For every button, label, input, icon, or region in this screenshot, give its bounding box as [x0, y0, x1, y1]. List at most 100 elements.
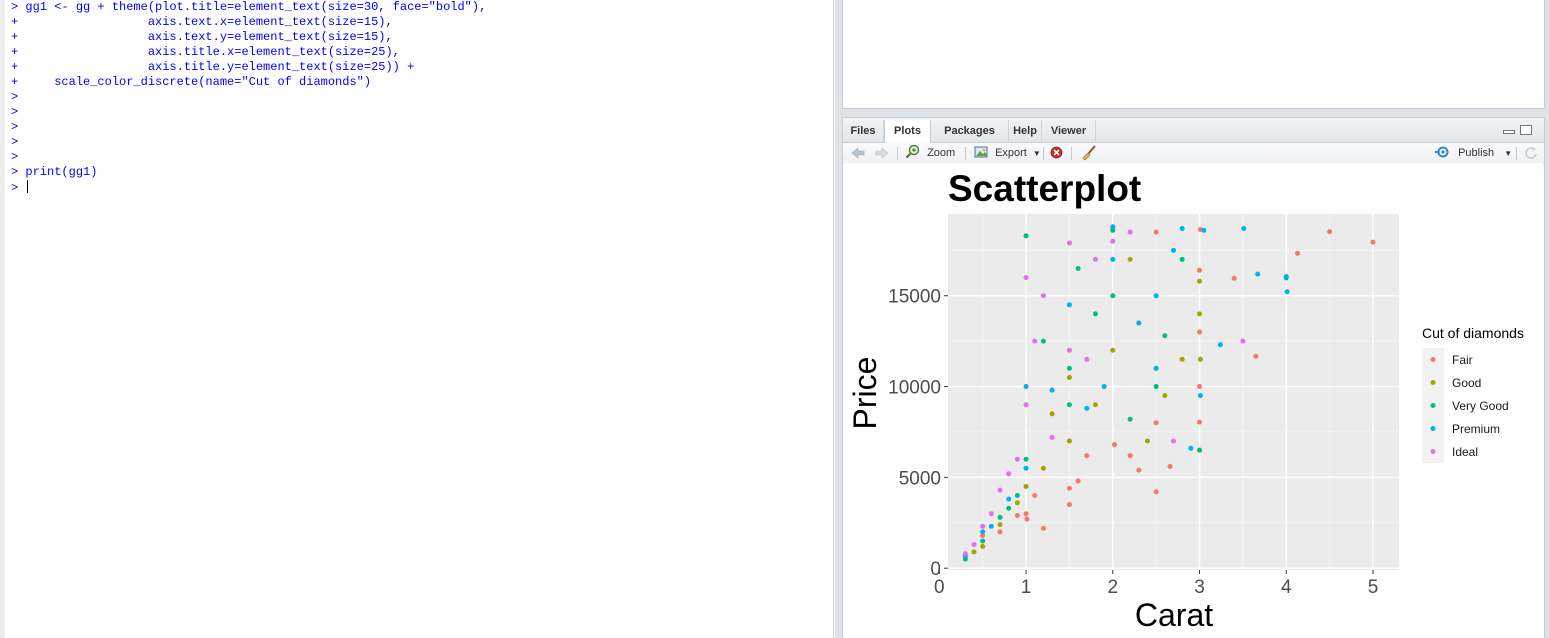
data-point	[1197, 329, 1203, 335]
data-point	[1197, 356, 1203, 362]
data-point	[1023, 275, 1029, 281]
data-point	[980, 529, 986, 535]
data-point	[1284, 289, 1290, 295]
legend: Cut of diamonds Fair Good Very Good Premium…	[1422, 325, 1524, 463]
tab-plots[interactable]: Plots	[884, 120, 931, 143]
data-points	[962, 224, 1376, 562]
data-point	[1136, 320, 1142, 326]
tab-help[interactable]: Help	[1009, 120, 1042, 142]
remove-plot-icon[interactable]	[1050, 146, 1063, 159]
y-tick-label: 5000	[899, 468, 941, 489]
data-point	[1197, 278, 1203, 284]
forward-arrow-icon[interactable]	[875, 147, 889, 159]
data-point	[1066, 365, 1072, 371]
x-tick-label: 3	[1194, 577, 1205, 598]
data-point	[1023, 511, 1029, 517]
y-tick-label: 15000	[888, 287, 941, 308]
data-point	[1014, 500, 1020, 506]
zoom-button[interactable]: Zoom	[905, 143, 955, 163]
maximize-pane-icon[interactable]	[1520, 125, 1532, 135]
data-point	[1110, 227, 1116, 233]
publish-button[interactable]: Publish ▼	[1435, 143, 1512, 163]
data-point	[962, 551, 968, 557]
export-button[interactable]: Export ▼	[974, 143, 1041, 163]
console-line: + axis.text.x=element_text(size=15),	[11, 15, 486, 30]
data-point	[980, 523, 986, 529]
environment-pane[interactable]	[842, 0, 1545, 109]
console-prompt: >	[11, 135, 26, 149]
data-point	[1197, 311, 1203, 317]
data-point	[1110, 256, 1116, 262]
data-point	[1153, 489, 1159, 495]
data-point	[1127, 229, 1133, 235]
data-point	[1153, 365, 1159, 371]
data-point	[988, 523, 994, 529]
data-point	[980, 543, 986, 549]
data-point	[1197, 393, 1203, 399]
x-tick-label: 2	[1107, 577, 1118, 598]
console-line: + axis.title.x=element_text(size=25),	[11, 45, 486, 60]
data-point	[1084, 453, 1090, 459]
data-point	[1075, 265, 1081, 271]
console-output[interactable]: > gg1 <- gg + theme(plot.title=element_t…	[11, 0, 486, 195]
data-point	[1066, 402, 1072, 408]
console-code: axis.title.x=element_text(size=25),	[25, 45, 400, 59]
data-point	[1084, 356, 1090, 362]
data-point	[1241, 226, 1247, 232]
data-point	[1066, 240, 1072, 246]
chevron-down-icon: ▼	[1032, 149, 1041, 158]
data-point	[1231, 275, 1237, 281]
toolbar-separator	[965, 147, 966, 160]
data-point	[1006, 505, 1012, 511]
data-point	[971, 542, 977, 548]
export-image-icon	[974, 146, 988, 158]
tab-packages[interactable]: Packages	[931, 120, 1009, 142]
data-point	[1162, 393, 1168, 399]
console-line: >	[11, 150, 486, 165]
data-point	[1188, 445, 1194, 451]
broom-clear-icon[interactable]	[1081, 145, 1097, 161]
console-line: > print(gg1)	[11, 165, 486, 180]
back-arrow-icon[interactable]	[851, 147, 865, 159]
data-point	[1153, 420, 1159, 426]
console-pane[interactable]: > gg1 <- gg + theme(plot.title=element_t…	[0, 0, 834, 638]
data-point	[962, 556, 968, 562]
console-prompt: >	[11, 181, 26, 195]
legend-title: Cut of diamonds	[1422, 325, 1524, 341]
toolbar-separator	[1516, 147, 1517, 160]
data-point	[1032, 493, 1038, 499]
data-point	[1101, 384, 1107, 390]
data-point	[1283, 274, 1289, 280]
data-point	[1162, 333, 1168, 339]
data-point	[1153, 293, 1159, 299]
data-point	[1032, 338, 1038, 344]
legend-key-point	[1430, 357, 1436, 362]
data-point	[980, 532, 986, 538]
toolbar-separator	[1043, 147, 1044, 160]
console-prompt: +	[11, 60, 26, 74]
refresh-icon[interactable]	[1524, 146, 1538, 160]
data-point	[1006, 471, 1012, 477]
axes: 0 1 2 3 4 5 0 5000 10000 15000	[888, 287, 1378, 598]
tab-viewer[interactable]: Viewer	[1042, 120, 1096, 142]
data-point	[1049, 411, 1055, 417]
data-point	[1253, 353, 1259, 359]
data-point	[997, 514, 1003, 520]
console-prompt: +	[11, 15, 26, 29]
data-point	[1201, 227, 1207, 233]
minimize-pane-icon[interactable]	[1503, 130, 1515, 134]
console-prompt: +	[11, 45, 26, 59]
data-point	[1240, 338, 1246, 344]
legend-key-point	[1430, 380, 1436, 385]
data-point	[1110, 293, 1116, 299]
legend-key-point	[1430, 403, 1436, 408]
tab-files[interactable]: Files	[843, 120, 884, 142]
data-point	[1040, 465, 1046, 471]
x-tick-label: 5	[1368, 577, 1379, 598]
data-point	[1014, 513, 1020, 519]
data-point	[1092, 256, 1098, 262]
data-point	[971, 549, 977, 555]
data-point	[1127, 416, 1133, 422]
zoom-label: Zoom	[927, 147, 956, 159]
